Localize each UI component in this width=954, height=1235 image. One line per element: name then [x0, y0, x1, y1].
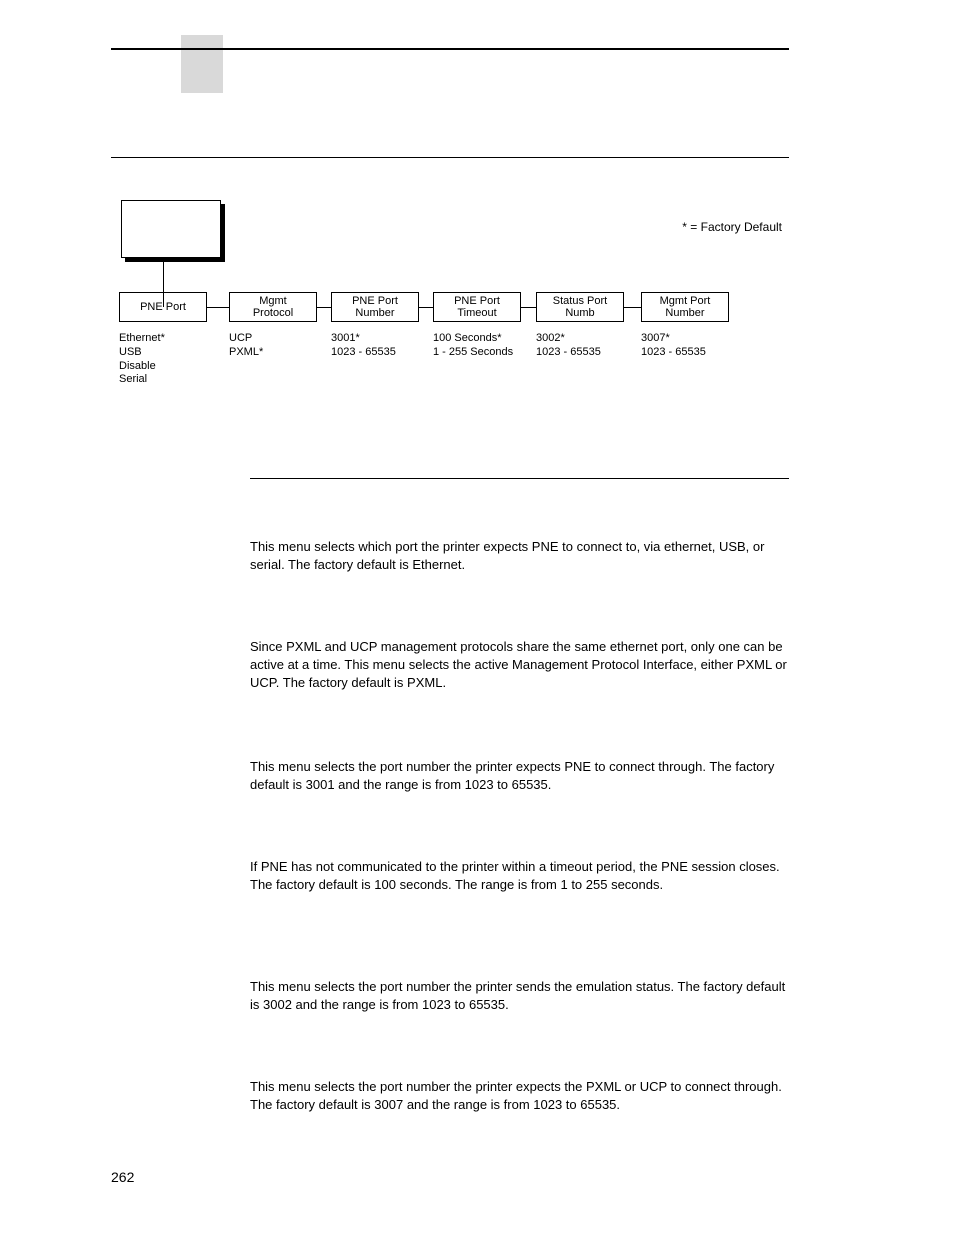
menu-box: PNE PortTimeout: [433, 292, 521, 322]
section-text: If PNE has not communicated to the print…: [250, 858, 789, 894]
menu-box: PNE PortNumber: [331, 292, 419, 322]
menu-box: PNE Port: [119, 292, 207, 322]
menu-box: MgmtProtocol: [229, 292, 317, 322]
section-text: Since PXML and UCP management protocols …: [250, 638, 789, 693]
section-text: This menu selects which port the printer…: [250, 538, 789, 574]
header-block: [181, 35, 223, 93]
page-number: 262: [111, 1169, 134, 1185]
menu-diagram: PNE Port Ethernet* USB Disable Serial Mgmt…: [111, 200, 791, 410]
body-divider: [250, 478, 789, 479]
connector: [419, 307, 433, 308]
menu-box: Status PortNumb: [536, 292, 624, 322]
menu-options: 3002* 1023 - 65535: [536, 332, 601, 360]
section-text: This menu selects the port number the pr…: [250, 1078, 789, 1114]
menu-options: Ethernet* USB Disable Serial: [119, 332, 165, 387]
menu-options: 3001* 1023 - 65535: [331, 332, 396, 360]
section-divider: [111, 157, 789, 158]
section-text: This menu selects the port number the pr…: [250, 978, 789, 1014]
connector: [521, 307, 536, 308]
connector: [317, 307, 331, 308]
menu-options: 100 Seconds* 1 - 255 Seconds: [433, 332, 513, 360]
section-text: This menu selects the port number the pr…: [250, 758, 789, 794]
menu-options: UCP PXML*: [229, 332, 263, 360]
header-rule: [111, 48, 789, 50]
connector: [624, 307, 641, 308]
connector: [207, 307, 229, 308]
root-box: [121, 200, 221, 258]
menu-options: 3007* 1023 - 65535: [641, 332, 706, 360]
menu-box: Mgmt PortNumber: [641, 292, 729, 322]
